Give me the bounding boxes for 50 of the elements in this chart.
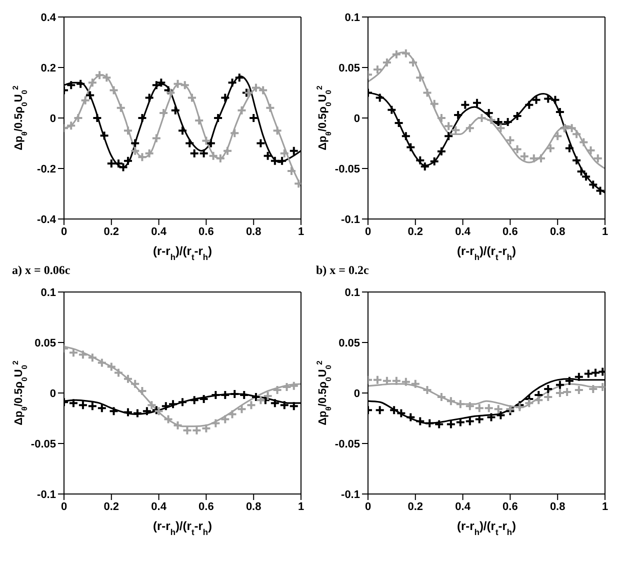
x-tick-label: 0.2 [104, 500, 120, 513]
x-tick-label: 0.2 [408, 226, 424, 238]
text: a) x = 0.06c [11, 263, 72, 279]
y-tick-label: -0.05 [334, 438, 360, 450]
x-tick-label: 0 [60, 500, 68, 513]
y-tick-label: -0.4 [37, 214, 57, 226]
x-tick-label: 1 [298, 500, 304, 513]
x-tick-label: 0.8 [246, 226, 262, 238]
y-tick-label: -0.1 [341, 214, 360, 226]
y-tick-label: 0 [50, 112, 56, 125]
y-tick-label: -0.2 [37, 163, 56, 176]
x-tick-label: 0.8 [246, 500, 262, 513]
y-tick-label: 0.2 [40, 62, 56, 74]
y-tick-label: 0.05 [338, 337, 360, 350]
y-tick-label: 0 [354, 388, 360, 400]
y-tick-label: 0 [354, 112, 360, 125]
x-tick-label: 0.4 [455, 226, 472, 238]
x-axis-title: (r-r$_{h}$)/(r$_{t}$-r$_{h}$) [152, 519, 212, 537]
x-tick-label: 0.2 [104, 226, 120, 238]
y-tick-label: -0.05 [30, 438, 56, 450]
x-tick-label: 1 [602, 226, 608, 238]
x-tick-label: 0.8 [550, 226, 566, 238]
x-tick-label: 0.8 [550, 500, 566, 513]
y-tick-label: -0.1 [341, 488, 360, 501]
x-tick-label: 0.6 [502, 226, 518, 238]
y-tick-label: -0.05 [334, 163, 360, 176]
x-axis-title: (r-r$_{h}$)/(r$_{t}$-r$_{h}$) [456, 244, 516, 262]
x-axis-title: (r-r$_{h}$)/(r$_{t}$-r$_{h}$) [152, 244, 212, 262]
x-axis-title: (r-r$_{h}$)/(r$_{t}$-r$_{h}$) [456, 519, 516, 537]
x-tick-label: 0.4 [151, 500, 168, 513]
y-tick-label: 0.1 [40, 286, 56, 299]
x-tick-label: 0.6 [198, 500, 214, 513]
x-tick-label: 0.2 [408, 500, 424, 513]
x-tick-label: 0 [364, 500, 372, 513]
y-tick-label: 0.4 [40, 12, 57, 24]
y-tick-label: -0.1 [37, 488, 56, 501]
y-tick-label: 0.05 [338, 62, 360, 74]
x-tick-label: 0 [364, 226, 372, 238]
x-tick-label: 0.6 [502, 500, 518, 513]
x-tick-label: 0.6 [198, 226, 214, 238]
x-tick-label: 0.4 [455, 500, 472, 513]
y-tick-label: 0.1 [344, 12, 360, 24]
y-tick-label: 0.1 [344, 286, 360, 299]
text: b) x = 0.2c [315, 263, 370, 279]
x-tick-label: 0.4 [151, 226, 168, 238]
x-tick-label: 0 [60, 226, 68, 238]
x-tick-label: 1 [298, 226, 304, 238]
y-tick-label: 0.05 [34, 337, 56, 350]
x-tick-label: 1 [602, 500, 608, 513]
y-tick-label: 0 [50, 388, 56, 400]
